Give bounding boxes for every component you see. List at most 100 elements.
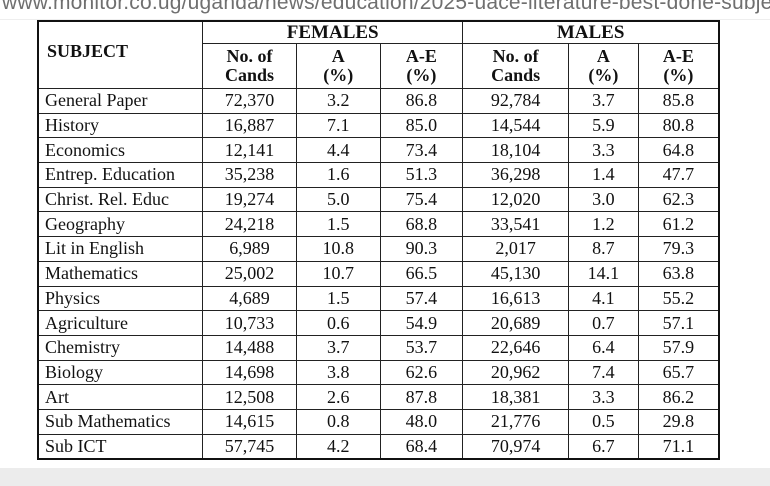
female-a-pct-cell: 1.6	[295, 162, 381, 188]
male-cands-cell: 20,962	[462, 359, 569, 386]
male-cands-cell: 18,104	[462, 137, 569, 164]
results-table: SUBJECT FEMALES MALES No. of Cands A (%) A-E…	[37, 20, 720, 461]
table-row: Mathematics 25,002 10.7 66.5 45,130 14.1 63.8	[37, 260, 720, 287]
table-row: Economics 12,141 4.4 73.4 18,104 3.3 64.8	[37, 137, 720, 164]
subject-name: History	[37, 112, 204, 139]
subject-name: Chemistry	[37, 334, 204, 361]
male-ae-pct-cell: 29.8	[637, 408, 720, 435]
table-row: Physics 4,689 1.5 57.4 16,613 4.1 55.2	[37, 285, 720, 312]
female-ae-pct-cell: 54.9	[379, 310, 464, 336]
male-ae-pct-cell: 63.8	[637, 260, 720, 287]
male-cands-cell: 21,776	[462, 408, 569, 435]
male-ae-pct-cell: 80.8	[637, 112, 720, 139]
subject-name: Christ. Rel. Educ	[37, 186, 204, 213]
male-a-pct-cell: 6.4	[567, 334, 639, 361]
female-a-pct-cell: 4.4	[295, 137, 381, 164]
header-line: A	[596, 46, 610, 66]
male-ae-pct-cell: 65.7	[637, 359, 720, 386]
subject-name: Art	[37, 384, 204, 410]
table-row: Sub Mathematics 14,615 0.8 48.0 21,776 0.5 29.…	[37, 408, 720, 435]
female-cands-cell: 6,989	[202, 236, 297, 262]
table-row: Art 12,508 2.6 87.8 18,381 3.3 86.2	[37, 384, 720, 410]
male-cands-cell: 45,130	[462, 260, 569, 287]
female-cands-cell: 14,615	[202, 408, 297, 435]
female-ae-pct-cell: 87.8	[379, 384, 464, 410]
male-a-pct-cell: 8.7	[567, 236, 639, 262]
female-ae-pct-cell: 51.3	[379, 162, 464, 188]
female-ae-pct-header: A-E (%)	[379, 43, 464, 89]
female-a-pct-cell: 3.7	[295, 334, 381, 361]
female-a-pct-cell: 2.6	[295, 384, 381, 410]
subject-name: Geography	[37, 211, 204, 238]
female-a-pct-cell: 5.0	[295, 186, 381, 213]
male-ae-pct-cell: 86.2	[637, 384, 720, 410]
male-a-pct-cell: 4.1	[567, 285, 639, 312]
subject-name: Agriculture	[37, 310, 204, 336]
male-ae-pct-header: A-E (%)	[637, 43, 720, 89]
page-url[interactable]: www.monitor.co.ug/uganda/news/education/…	[2, 0, 770, 14]
female-ae-pct-cell: 90.3	[379, 236, 464, 262]
female-a-pct-cell: 10.8	[295, 236, 381, 262]
subject-name: Sub ICT	[37, 433, 204, 460]
subject-name: Economics	[37, 137, 204, 164]
male-ae-pct-cell: 55.2	[637, 285, 720, 312]
male-a-pct-cell: 3.3	[567, 137, 639, 164]
table-row: Lit in English 6,989 10.8 90.3 2,017 8.7 79.3	[37, 236, 720, 262]
male-cands-cell: 33,541	[462, 211, 569, 238]
header-line: No. of	[492, 46, 539, 66]
subject-name: Sub Mathematics	[37, 408, 204, 435]
male-ae-pct-cell: 79.3	[637, 236, 720, 262]
female-a-pct-cell: 0.8	[295, 408, 381, 435]
footer-bar	[0, 468, 770, 486]
female-cands-cell: 14,488	[202, 334, 297, 361]
header-line: No. of	[226, 46, 273, 66]
female-ae-pct-cell: 68.8	[379, 211, 464, 238]
female-a-pct-cell: 4.2	[295, 433, 381, 460]
female-a-pct-header: A (%)	[295, 43, 381, 89]
table-row: Christ. Rel. Educ 19,274 5.0 75.4 12,020 3.0 6…	[37, 186, 720, 213]
female-ae-pct-cell: 68.4	[379, 433, 464, 460]
male-cands-cell: 70,974	[462, 433, 569, 460]
males-header: MALES	[462, 20, 720, 44]
male-ae-pct-cell: 61.2	[637, 211, 720, 238]
male-a-pct-cell: 5.9	[567, 112, 639, 139]
female-a-pct-cell: 7.1	[295, 112, 381, 139]
subject-name: Mathematics	[37, 260, 204, 287]
divider	[0, 19, 770, 20]
female-a-pct-cell: 0.6	[295, 310, 381, 336]
table-row: History 16,887 7.1 85.0 14,544 5.9 80.8	[37, 112, 720, 139]
female-ae-pct-cell: 85.0	[379, 112, 464, 139]
female-cands-cell: 12,141	[202, 137, 297, 164]
female-ae-pct-cell: 57.4	[379, 285, 464, 312]
header-line: (%)	[663, 65, 694, 85]
male-a-pct-cell: 14.1	[567, 260, 639, 287]
female-cands-cell: 12,508	[202, 384, 297, 410]
header-line: (%)	[588, 65, 619, 85]
male-ae-pct-cell: 64.8	[637, 137, 720, 164]
female-a-pct-cell: 3.8	[295, 359, 381, 386]
male-a-pct-cell: 0.7	[567, 310, 639, 336]
female-ae-pct-cell: 53.7	[379, 334, 464, 361]
subject-header: SUBJECT	[37, 20, 204, 89]
table-row: Chemistry 14,488 3.7 53.7 22,646 6.4 57.9	[37, 334, 720, 361]
male-a-pct-cell: 0.5	[567, 408, 639, 435]
female-ae-pct-cell: 73.4	[379, 137, 464, 164]
female-ae-pct-cell: 62.6	[379, 359, 464, 386]
table-row: Geography 24,218 1.5 68.8 33,541 1.2 61.2	[37, 211, 720, 238]
subject-name: Lit in English	[37, 236, 204, 262]
male-cands-cell: 18,381	[462, 384, 569, 410]
male-cands-cell: 12,020	[462, 186, 569, 213]
header-line: A	[331, 46, 345, 66]
male-cands-header: No. of Cands	[462, 43, 569, 89]
male-a-pct-cell: 6.7	[567, 433, 639, 460]
table-row: General Paper 72,370 3.2 86.8 92,784 3.7 85.8	[37, 88, 720, 114]
male-a-pct-cell: 1.4	[567, 162, 639, 188]
table-row: Entrep. Education 35,238 1.6 51.3 36,298 1.4 4…	[37, 162, 720, 188]
subject-name: Biology	[37, 359, 204, 386]
male-ae-pct-cell: 57.1	[637, 310, 720, 336]
male-cands-cell: 2,017	[462, 236, 569, 262]
male-a-pct-cell: 3.7	[567, 88, 639, 114]
female-cands-cell: 16,887	[202, 112, 297, 139]
male-a-pct-cell: 3.0	[567, 186, 639, 213]
females-header: FEMALES	[202, 20, 464, 44]
